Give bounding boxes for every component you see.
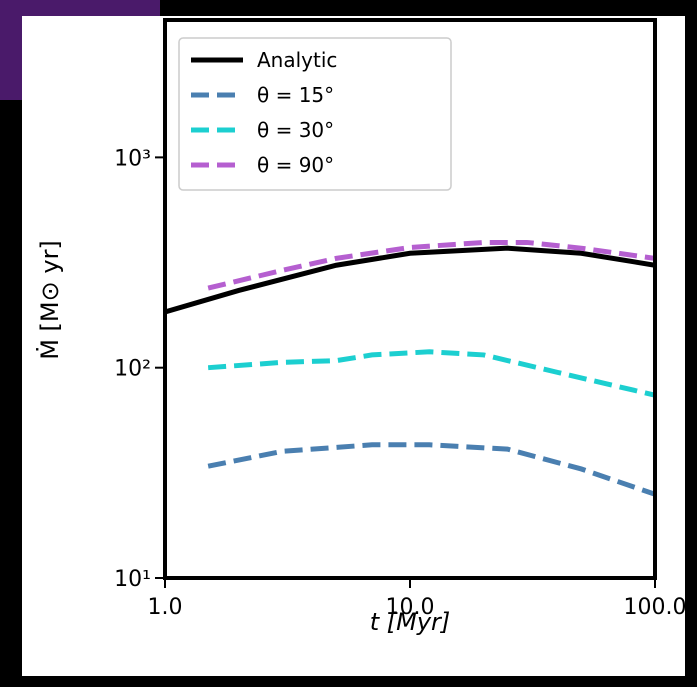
y-tick-label: 10³	[114, 146, 151, 171]
y-tick-label: 10²	[114, 357, 151, 382]
series-line	[207, 349, 655, 398]
plot: 1.0 10.0 100.0 10¹ 10² 10³ Analytic θ = 15° θ = …	[114, 18, 687, 620]
x-tick-label: 100.0	[624, 595, 687, 620]
y-tick-label: 10¹	[114, 567, 151, 592]
legend-box	[178, 37, 452, 191]
legend-label: θ = 15°	[257, 83, 334, 107]
series-line	[207, 442, 655, 497]
legend-label: Analytic	[257, 48, 337, 72]
series-line	[165, 245, 655, 315]
legend-label: θ = 30°	[257, 118, 334, 142]
plot-frame	[163, 18, 657, 580]
x-tick-label: 1.0	[148, 595, 183, 620]
x-axis-label: t [Myr]	[370, 608, 451, 636]
series-line	[207, 239, 655, 291]
y-axis-label: Ṁ [M⊙ yr]	[35, 240, 64, 360]
legend: Analytic θ = 15° θ = 30° θ = 90°	[178, 37, 452, 191]
x-tick-label: 10.0	[386, 595, 435, 620]
legend-label: θ = 90°	[257, 153, 334, 177]
